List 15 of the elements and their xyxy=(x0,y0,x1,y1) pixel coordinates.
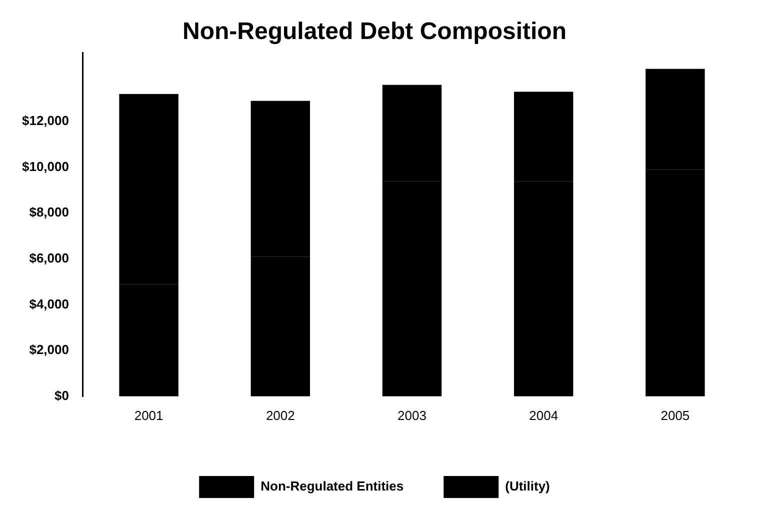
y-tick-label: $12,000 xyxy=(22,113,69,128)
y-tick-label: $8,000 xyxy=(29,204,69,220)
legend-label: Non-Regulated Entities xyxy=(260,478,404,494)
y-tick-label: $2,000 xyxy=(29,342,69,358)
x-tick-label: 2004 xyxy=(529,408,558,423)
y-tick-label: $0 xyxy=(54,388,69,403)
x-tick-label: 2002 xyxy=(266,408,295,423)
x-tick-label: 2001 xyxy=(134,408,164,423)
chart-title: Non-Regulated Debt Composition xyxy=(182,18,566,46)
x-tick-label: 2005 xyxy=(660,408,690,423)
y-tick-label: $10,000 xyxy=(22,158,69,174)
legend-label: (Utility) xyxy=(505,478,550,494)
x-tick-label: 2003 xyxy=(398,408,426,423)
y-tick-label: $6,000 xyxy=(29,250,69,266)
y-tick-label: $4,000 xyxy=(29,296,69,312)
